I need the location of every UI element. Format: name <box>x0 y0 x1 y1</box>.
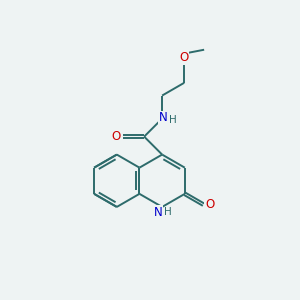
Text: H: H <box>164 207 172 217</box>
Text: N: N <box>154 206 163 219</box>
Text: O: O <box>179 51 189 64</box>
Text: O: O <box>112 130 121 143</box>
Text: H: H <box>169 115 177 125</box>
Text: O: O <box>205 198 214 211</box>
Text: N: N <box>158 111 167 124</box>
